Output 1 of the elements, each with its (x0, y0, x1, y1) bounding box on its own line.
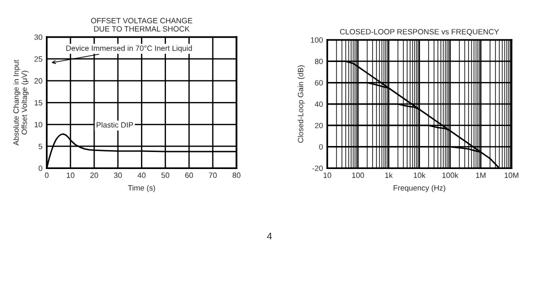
text: 4 (267, 232, 272, 240)
